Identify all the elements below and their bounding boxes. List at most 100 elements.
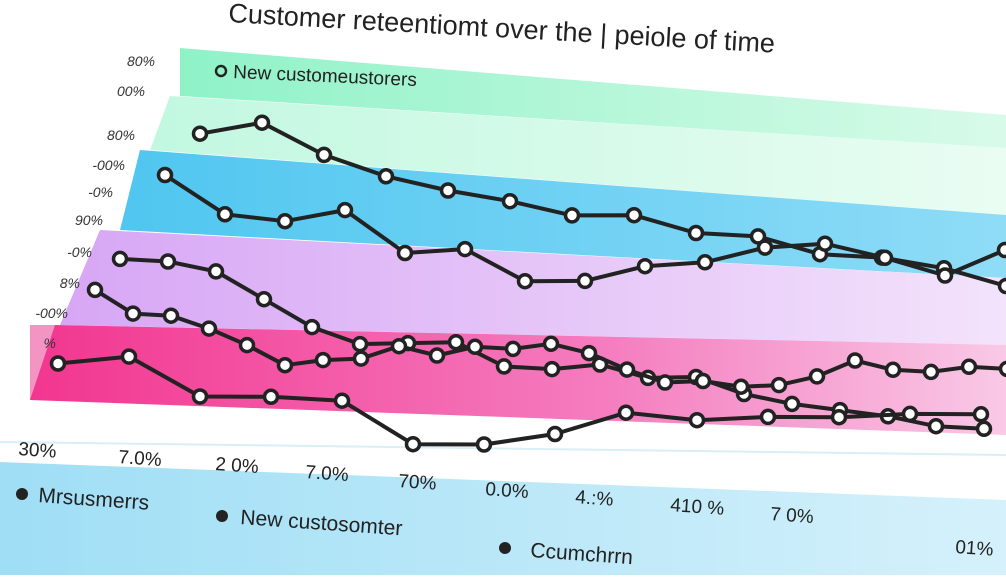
series-3-point-8	[498, 360, 511, 373]
x-tick-label: 30%	[18, 439, 58, 463]
series-1-point-6	[566, 209, 579, 222]
x-tick-label: 01%	[955, 537, 995, 561]
series-4-point-9	[431, 349, 444, 362]
y-tick-label: 80%	[127, 53, 155, 69]
series-4-point-14	[621, 363, 634, 376]
series-4-point-0	[89, 283, 102, 296]
legend-marker-1	[16, 488, 28, 500]
series-4-point-2	[165, 309, 178, 322]
y-tick-label: -0%	[67, 244, 92, 260]
series-1-point-13	[1000, 280, 1006, 293]
series-4-point-13	[583, 347, 596, 360]
series-2-point-3	[339, 204, 352, 217]
series-3-point-9	[546, 363, 559, 376]
series-4-point-7	[355, 352, 368, 365]
series-4-point-19	[811, 370, 824, 383]
x-tick-label: 4.:%	[575, 487, 614, 511]
series-2-point-7	[579, 274, 592, 287]
series-4-point-22	[925, 365, 938, 378]
series-3-point-18	[978, 422, 991, 435]
legend-marker-3	[499, 542, 511, 554]
series-5-point-2	[194, 390, 207, 403]
series-1-point-7	[628, 209, 641, 222]
series-5-point-12	[904, 407, 917, 420]
chart-title: Customer reteentiomt over the | peiole o…	[228, 0, 776, 59]
series-2-point-1	[219, 208, 232, 221]
series-4-point-15	[659, 376, 672, 389]
y-tick-label: -00%	[35, 305, 68, 321]
series-5-point-11	[833, 411, 846, 424]
series-4-point-8	[393, 340, 406, 353]
series-4-point-4	[241, 339, 254, 352]
series-1-point-3	[380, 170, 393, 183]
series-1-point-0	[194, 127, 207, 140]
series-3-point-1	[162, 255, 175, 268]
series-4-point-1	[127, 307, 140, 320]
series-5-point-9	[691, 414, 704, 427]
series-3-point-17	[930, 420, 943, 433]
series-5-point-8	[620, 406, 633, 419]
series-1-point-5	[504, 195, 517, 208]
series-5-point-6	[478, 438, 491, 451]
series-3-point-7	[450, 336, 463, 349]
series-5-point-1	[123, 350, 136, 363]
series-5-point-7	[549, 428, 562, 441]
series-4-point-18	[773, 379, 786, 392]
series-4-point-21	[887, 363, 900, 376]
series-5-point-3	[265, 390, 278, 403]
series-2-point-2	[279, 215, 292, 228]
bottom-band	[0, 462, 1006, 575]
legend-marker-2	[216, 510, 228, 522]
series-2-point-0	[159, 169, 172, 182]
x-tick-label: 2 0%	[215, 454, 260, 478]
y-tick-label: 80%	[107, 127, 135, 143]
series-4-point-6	[317, 354, 330, 367]
series-5-point-5	[407, 438, 420, 451]
series-4-point-24	[1001, 362, 1006, 375]
x-tick-label: 7.0%	[118, 447, 163, 471]
x-tick-label: 7 0%	[770, 504, 815, 528]
series-2-point-12	[879, 251, 892, 264]
series-2-point-9	[699, 256, 712, 269]
series-4-point-16	[697, 375, 710, 388]
series-2-point-8	[639, 260, 652, 273]
x-tick-label: 7.0%	[305, 462, 350, 486]
y-tick-label: 90%	[75, 212, 103, 228]
x-tick-label: 0.0%	[485, 479, 530, 503]
series-5-point-10	[762, 410, 775, 423]
y-tick-label: -0%	[88, 184, 113, 200]
series-3-point-14	[786, 397, 799, 410]
series-4-point-12	[545, 337, 558, 350]
series-2-point-5	[459, 243, 472, 256]
series-4-point-10	[469, 340, 482, 353]
series-2-point-14	[999, 244, 1006, 257]
series-2-point-11	[819, 237, 832, 250]
series-3-point-3	[258, 293, 271, 306]
series-5-point-13	[975, 408, 988, 421]
series-5-point-0	[52, 357, 65, 370]
y-tick-label: 00%	[117, 83, 145, 99]
series-3-point-4	[306, 321, 319, 334]
series-2-point-6	[519, 275, 532, 288]
y-tick-label: -00%	[92, 157, 125, 173]
y-tick-label: %	[44, 335, 56, 351]
x-tick-label: 410 %	[670, 495, 725, 520]
series-4-point-20	[849, 354, 862, 367]
series-1-point-4	[442, 184, 455, 197]
series-4-point-11	[507, 342, 520, 355]
x-tick-label: 70%	[398, 471, 438, 495]
series-4-point-17	[735, 380, 748, 393]
series-2-point-10	[759, 241, 772, 254]
series-2-point-4	[399, 247, 412, 260]
series-3-point-5	[354, 338, 367, 351]
series-3-point-0	[114, 252, 127, 265]
series-2-point-13	[939, 269, 952, 282]
series-5-point-4	[336, 394, 349, 407]
series-4-point-5	[279, 359, 292, 372]
series-4-point-3	[203, 322, 216, 335]
series-1-point-8	[690, 227, 703, 240]
y-tick-label: 8%	[60, 275, 80, 291]
series-4-point-23	[963, 360, 976, 373]
